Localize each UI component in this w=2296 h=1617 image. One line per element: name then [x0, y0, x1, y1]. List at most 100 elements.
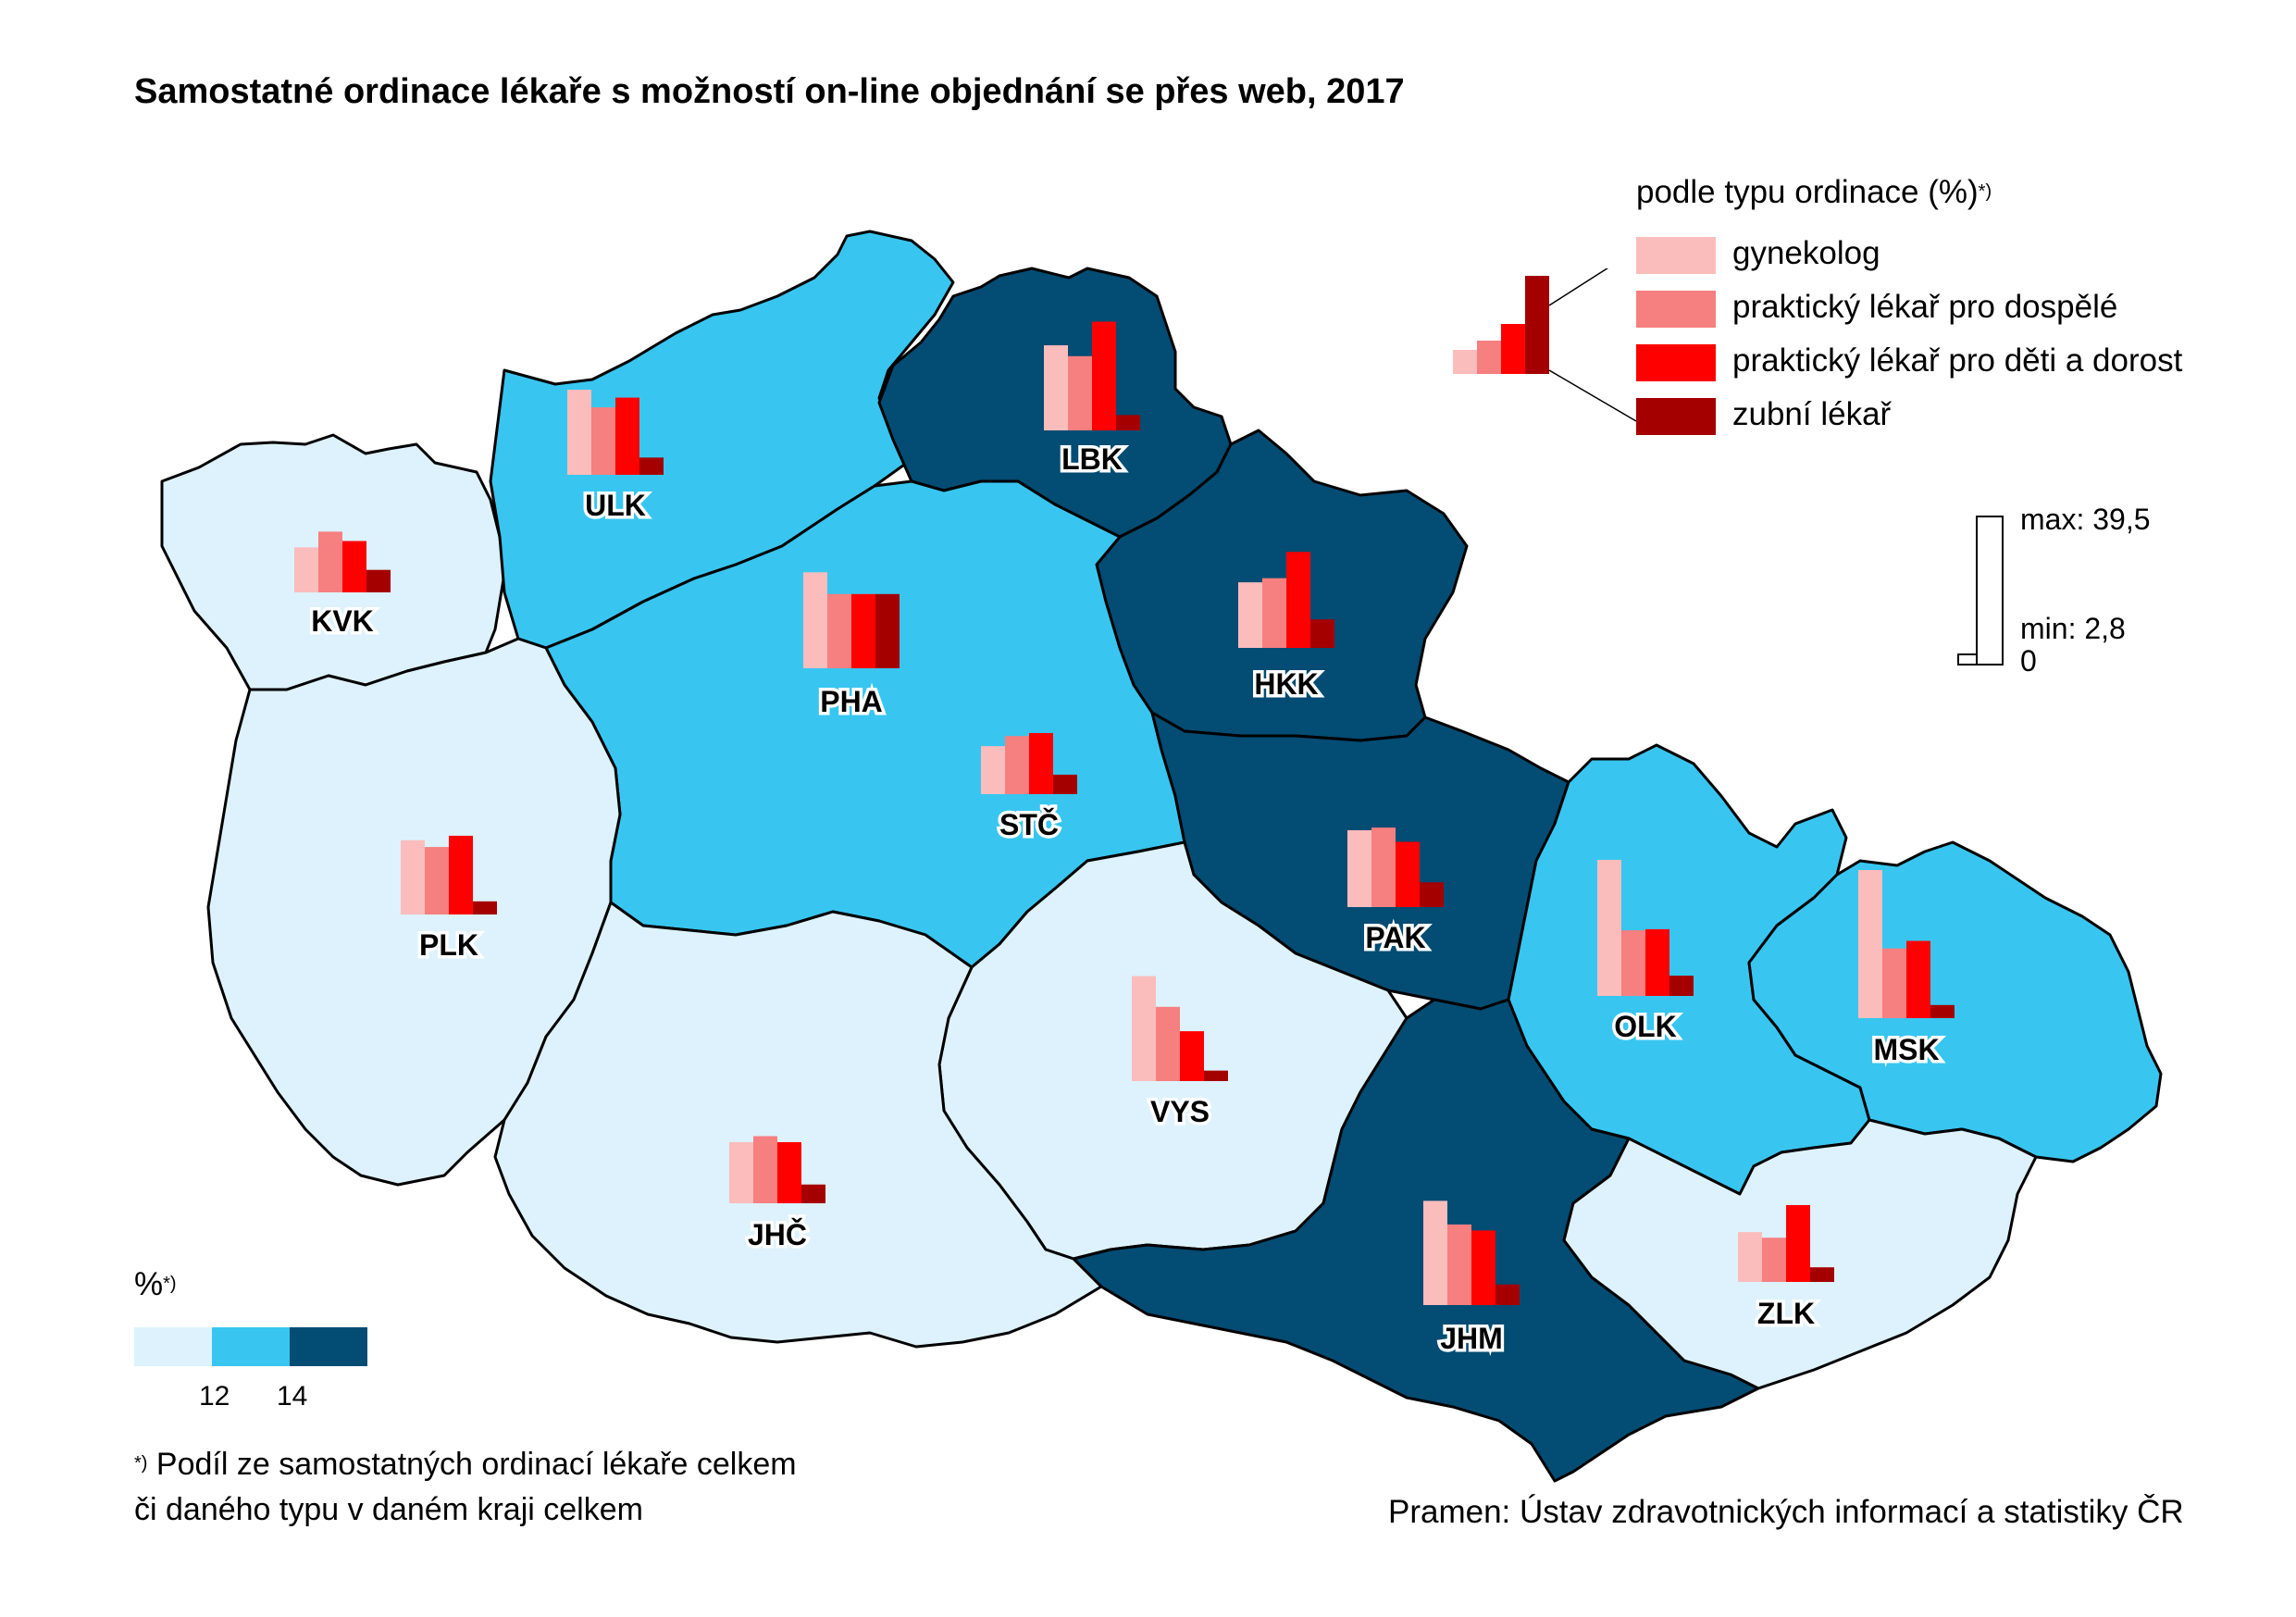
bar-pak-2	[1396, 841, 1420, 907]
region-label-kvk: KVK	[311, 604, 374, 638]
bar-olk-2	[1645, 928, 1669, 996]
footnote: *) Podíl ze samostatných ordinací lékaře…	[134, 1444, 797, 1530]
legend-connector-top	[1548, 268, 1609, 306]
type-legend-swatch-2	[1636, 344, 1716, 381]
bar-jhm-1	[1447, 1224, 1471, 1305]
scale-legend-bar	[1957, 516, 2004, 665]
class-break-14: 14	[277, 1381, 308, 1412]
scale-min-label: min: 2,8	[2020, 612, 2126, 645]
bar-jhč-3	[801, 1184, 825, 1203]
region-label-msk: MSK	[1873, 1033, 1939, 1066]
region-label-jhm: JHM	[1440, 1322, 1503, 1355]
region-label-olk: OLK	[1614, 1010, 1677, 1043]
type-legend-swatch-0	[1636, 237, 1716, 274]
scale-max-bar	[1976, 516, 2004, 665]
bar-plk-1	[425, 847, 449, 914]
bar-stč-1	[1005, 736, 1029, 794]
bar-lbk-2	[1092, 321, 1116, 430]
region-label-pak: PAK	[1365, 921, 1425, 954]
class-break-12: 12	[199, 1381, 230, 1412]
bar-kvk-0	[294, 547, 318, 592]
region-label-lbk: LBK	[1061, 442, 1123, 476]
class-swatch-low	[134, 1327, 212, 1366]
legend-connector-bottom	[1548, 369, 1637, 422]
class-swatch-mid	[212, 1327, 290, 1366]
bar-ulk-3	[639, 457, 664, 475]
bar-lbk-1	[1068, 355, 1092, 430]
bar-pha-1	[827, 593, 851, 668]
legend-glyph-gyn	[1453, 350, 1477, 374]
bar-vys-2	[1180, 1031, 1204, 1081]
region-jhč	[493, 901, 1103, 1349]
bar-pak-0	[1347, 829, 1371, 907]
bar-msk-2	[1906, 940, 1930, 1018]
bar-olk-1	[1621, 930, 1645, 996]
bar-kvk-3	[366, 569, 391, 592]
region-label-vys: VYS	[1150, 1095, 1210, 1128]
bar-jhč-0	[729, 1141, 753, 1203]
bar-msk-3	[1930, 1004, 1955, 1018]
region-label-hkk: HKK	[1254, 667, 1318, 701]
type-legend-label-1: praktický lékař pro dospělé	[1732, 289, 2118, 325]
bar-zlk-2	[1786, 1204, 1810, 1282]
bar-pak-3	[1420, 882, 1444, 907]
region-label-jhč: JHČ	[748, 1218, 807, 1251]
bar-ulk-1	[591, 407, 615, 475]
class-swatch-high	[290, 1327, 367, 1366]
class-legend-swatches	[134, 1327, 367, 1366]
bar-ulk-2	[615, 397, 639, 475]
bar-hkk-1	[1262, 578, 1286, 648]
bar-lbk-0	[1044, 345, 1068, 430]
legend-glyph-deti	[1501, 324, 1525, 374]
footnote-line2: či daného typu v daném kraji celkem	[134, 1492, 643, 1527]
bar-jhm-0	[1423, 1200, 1447, 1305]
bar-jhč-1	[753, 1136, 777, 1203]
legend-glyph-dosp	[1477, 341, 1501, 374]
bar-hkk-0	[1238, 582, 1262, 648]
bar-msk-0	[1858, 870, 1882, 1018]
bar-olk-3	[1669, 976, 1694, 996]
bar-hkk-3	[1310, 619, 1334, 648]
region-label-zlk: ZLK	[1757, 1297, 1815, 1330]
bar-ulk-0	[567, 390, 591, 475]
scale-max-label: max: 39,5	[2020, 503, 2151, 536]
footnote-line1: *) Podíl ze samostatných ordinací lékaře…	[134, 1447, 797, 1482]
bar-plk-2	[449, 835, 473, 914]
bar-jhm-2	[1471, 1230, 1496, 1305]
bar-vys-3	[1204, 1070, 1228, 1081]
bar-pha-2	[851, 593, 875, 668]
scale-zero-label: 0	[2020, 644, 2037, 678]
bar-kvk-1	[318, 531, 342, 592]
region-label-pha: PHA	[820, 685, 883, 718]
bar-vys-1	[1156, 1006, 1180, 1081]
map-title: Samostatné ordinace lékaře s možností on…	[134, 72, 1405, 111]
scale-min-bar	[1957, 653, 1978, 665]
bar-plk-0	[401, 840, 425, 914]
class-legend-title: %*)	[134, 1266, 177, 1302]
bar-stč-2	[1029, 732, 1053, 794]
bar-pha-3	[875, 593, 900, 668]
type-legend-title: podle typu ordinace (%)*)	[1636, 174, 1992, 210]
bar-jhm-3	[1496, 1284, 1520, 1305]
bar-hkk-2	[1286, 552, 1310, 648]
bar-jhč-2	[777, 1141, 801, 1203]
bar-olk-0	[1597, 859, 1621, 996]
bar-stč-3	[1053, 774, 1077, 794]
type-legend-swatch-1	[1636, 291, 1716, 328]
bar-pha-0	[803, 572, 827, 668]
bar-plk-3	[473, 901, 497, 914]
type-legend-swatch-3	[1636, 398, 1716, 435]
bar-vys-0	[1132, 976, 1156, 1081]
type-legend-label-0: gynekolog	[1732, 235, 1880, 271]
bar-zlk-0	[1738, 1232, 1762, 1282]
legend-glyph-zub	[1525, 276, 1549, 374]
type-legend-label-2: praktický lékař pro děti a dorost	[1732, 342, 2183, 379]
source-note: Pramen: Ústav zdravotnických informací a…	[1388, 1494, 2184, 1530]
type-legend-glyph	[1453, 268, 1637, 422]
region-label-stč: STČ	[999, 808, 1059, 841]
bar-zlk-3	[1810, 1267, 1834, 1282]
region-label-ulk: ULK	[585, 489, 646, 522]
bar-lbk-3	[1116, 415, 1140, 430]
region-label-plk: PLK	[419, 928, 478, 962]
